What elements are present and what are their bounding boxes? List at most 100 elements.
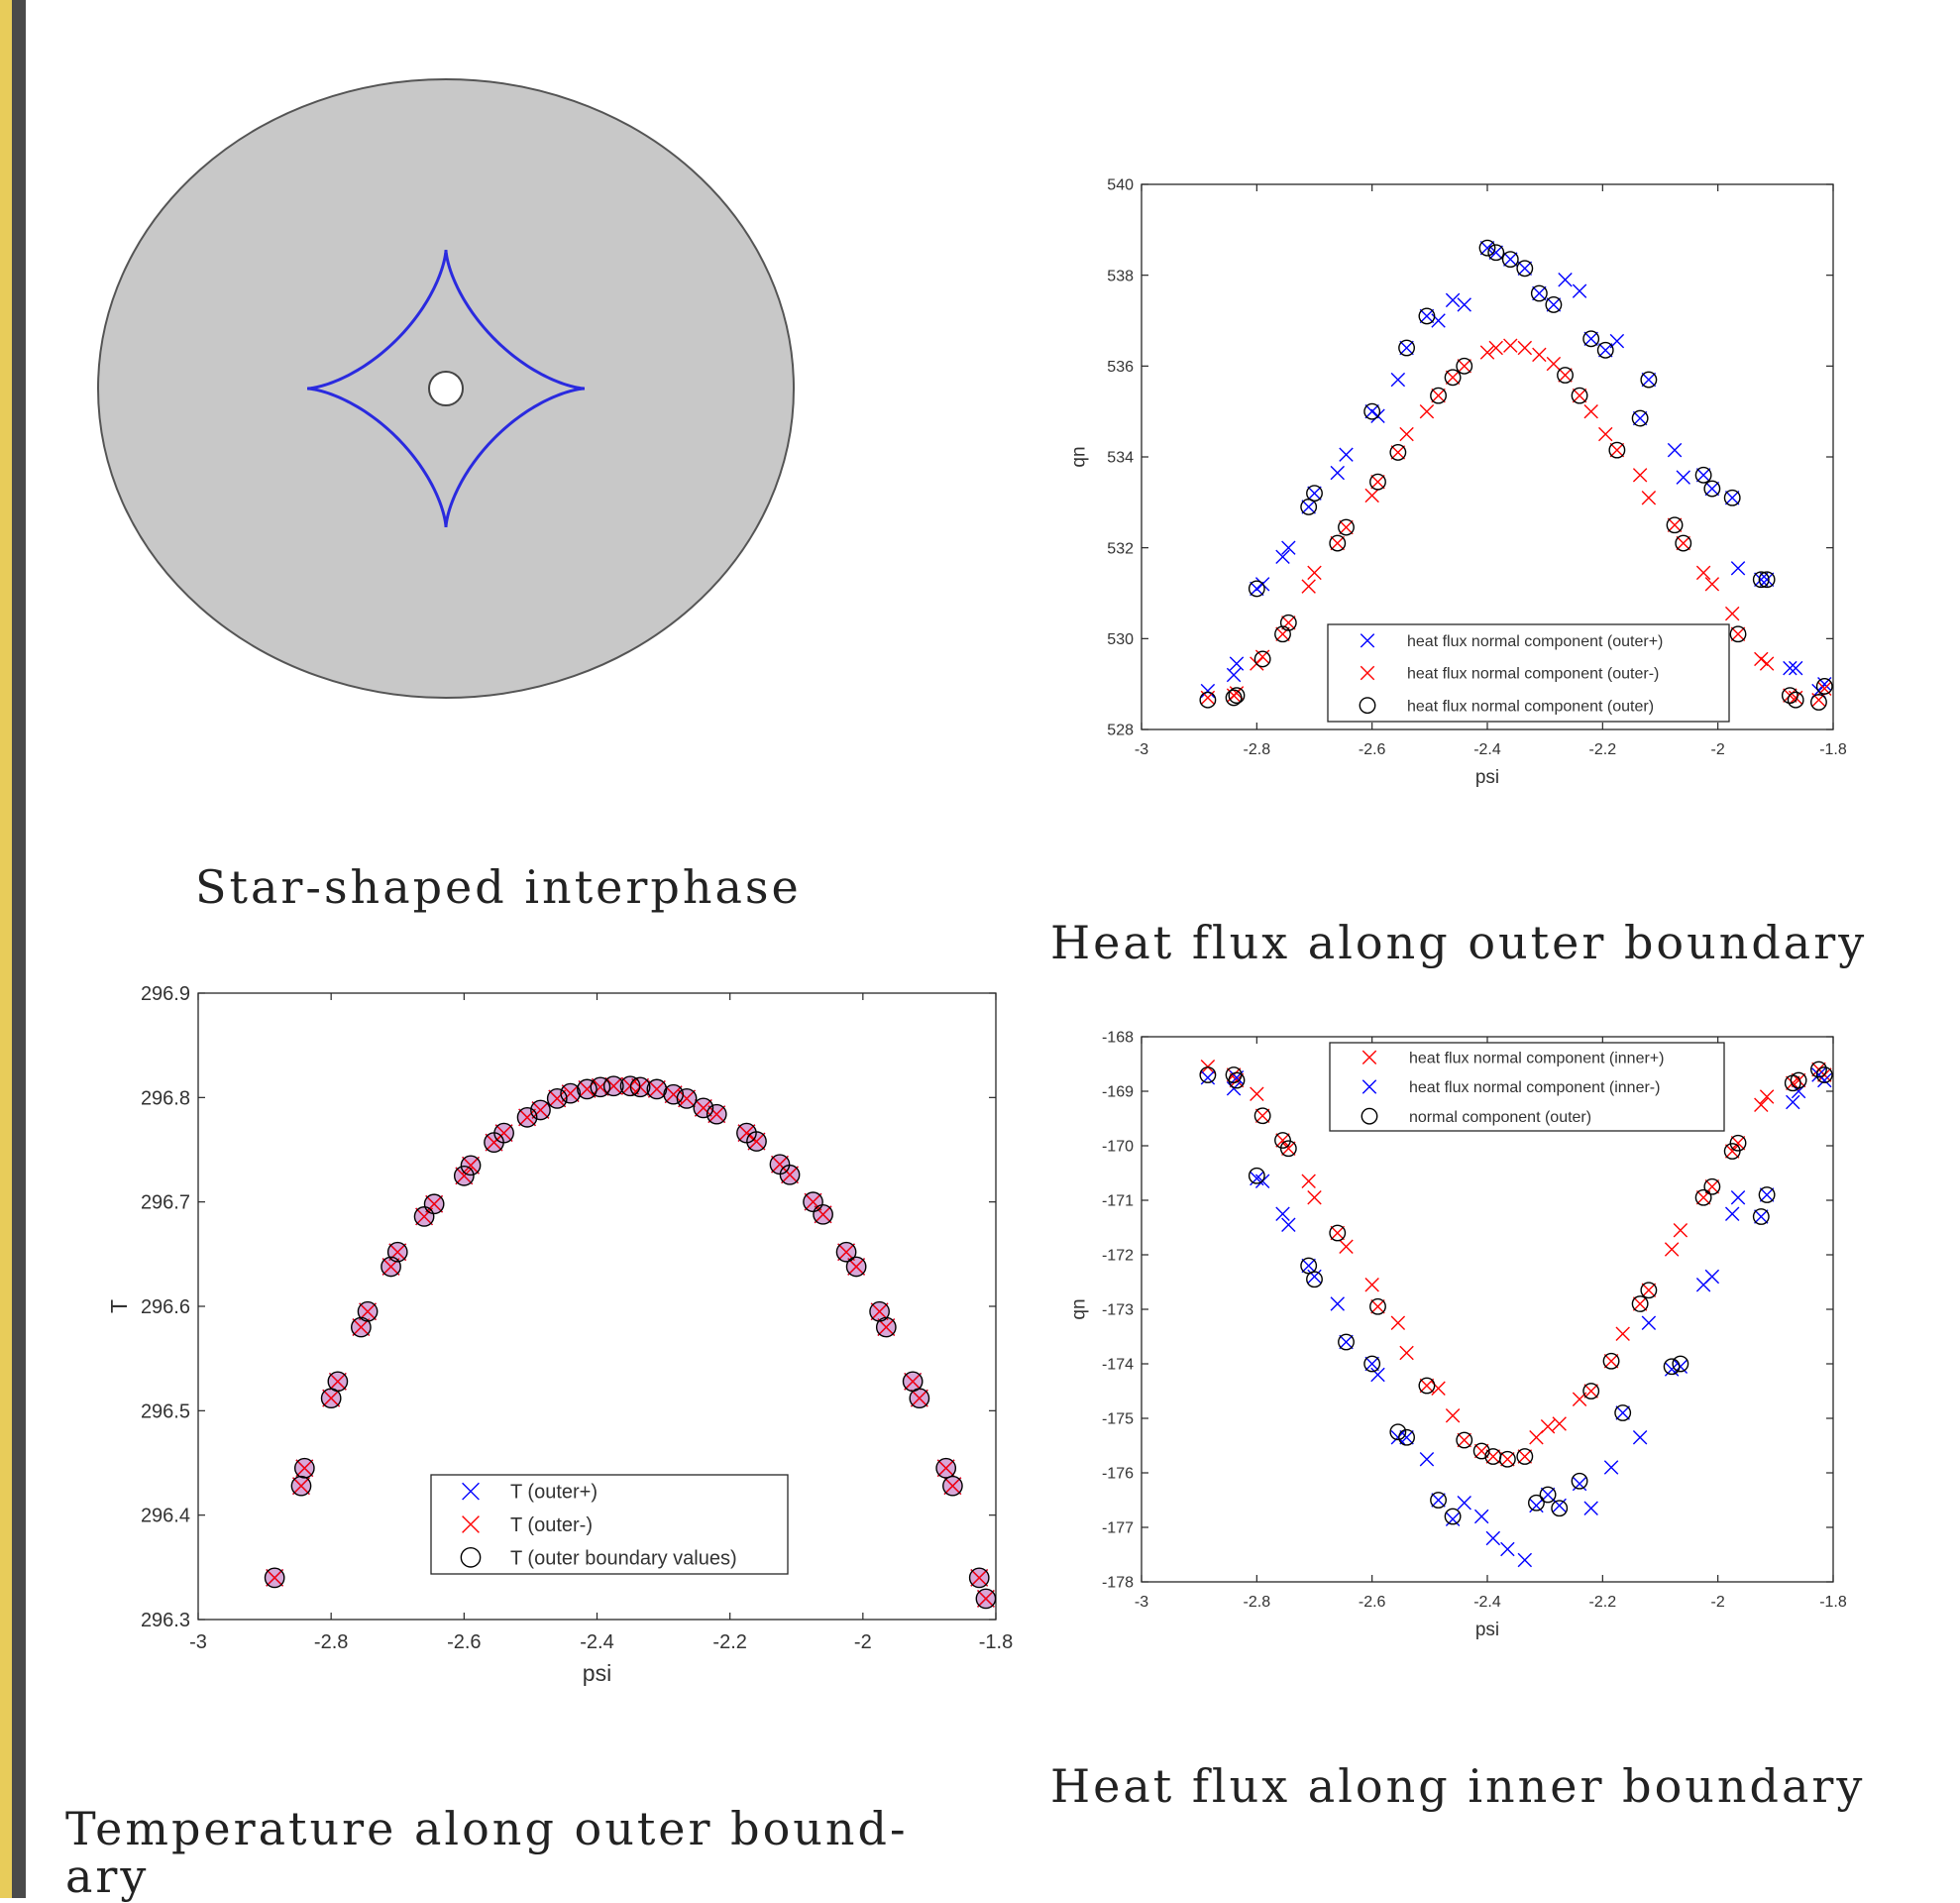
data-point	[1275, 1206, 1290, 1221]
y-tick-label: -175	[1102, 1411, 1134, 1428]
data-point	[1275, 1133, 1290, 1148]
data-point	[1399, 1345, 1414, 1361]
legend-label: heat flux normal component (outer)	[1407, 698, 1654, 715]
data-point	[942, 1475, 963, 1497]
data-point	[1274, 625, 1291, 643]
data-point	[1250, 1086, 1264, 1101]
y-tick-label: -174	[1102, 1357, 1134, 1374]
data-point	[1517, 1449, 1533, 1464]
data-point	[804, 1192, 822, 1211]
data-point	[1431, 1493, 1446, 1508]
caption-temperature-line1: Temperature along outer bound-	[65, 1802, 909, 1855]
data-point	[1398, 339, 1415, 357]
data-point	[1546, 297, 1562, 312]
data-point	[1754, 572, 1769, 587]
star-interphase-figure	[97, 78, 795, 699]
legend-marker	[1361, 1107, 1378, 1125]
data-point	[1552, 1498, 1567, 1513]
data-point	[1583, 403, 1598, 419]
x-tick-label: -2.4	[580, 1631, 613, 1653]
data-point	[292, 1477, 310, 1496]
data-point	[1729, 625, 1747, 643]
data-point	[706, 1103, 727, 1125]
data-point	[1516, 260, 1534, 278]
data-point	[560, 1082, 582, 1104]
data-point	[1730, 1190, 1746, 1205]
data-point	[1758, 1186, 1776, 1203]
data-point	[1306, 485, 1323, 503]
data-point	[1704, 577, 1720, 592]
legend-marker	[462, 1515, 480, 1533]
data-point	[1390, 372, 1406, 388]
x-tick-label: -3	[1135, 741, 1148, 758]
y-tick-label: 296.6	[141, 1296, 190, 1318]
data-point	[1608, 441, 1626, 459]
data-point	[1338, 518, 1355, 536]
data-point	[977, 1590, 995, 1608]
data-point	[1225, 689, 1243, 707]
x-tick-label: -3	[1135, 1594, 1148, 1611]
data-point	[1704, 1269, 1720, 1285]
data-point	[460, 1155, 482, 1176]
data-point	[1602, 1352, 1620, 1370]
legend-box	[1327, 623, 1730, 723]
legend-label: heat flux normal component (inner+)	[1409, 1050, 1664, 1066]
y-tick-label: -178	[1102, 1575, 1134, 1592]
data-point	[747, 1132, 766, 1151]
data-point	[1389, 1423, 1407, 1441]
data-point	[1540, 1419, 1556, 1434]
data-point	[1307, 565, 1322, 581]
data-point	[1457, 359, 1471, 374]
data-point	[1501, 251, 1519, 269]
data-point	[1389, 443, 1407, 461]
y-tick-label: 528	[1107, 723, 1134, 739]
data-point	[1667, 442, 1683, 458]
data-point	[1307, 1269, 1322, 1285]
data-point	[1517, 1552, 1533, 1568]
legend-marker	[1361, 1079, 1377, 1094]
data-point	[453, 1165, 475, 1186]
data-point	[1419, 1452, 1435, 1467]
data-point	[1281, 540, 1296, 555]
data-point	[322, 1389, 341, 1407]
caption-star: Star-shaped interphase	[195, 860, 802, 914]
data-point	[1445, 1511, 1461, 1526]
y-axis-label: qn	[1068, 1298, 1089, 1319]
data-point	[678, 1089, 696, 1108]
data-point	[845, 1256, 867, 1278]
chart-temperature: -3 -2.8 -2.6 -2.4 -2.2 -2 -1.8 296.3 296.4 296.5 2…	[106, 983, 1013, 1686]
data-point	[1339, 1239, 1354, 1254]
x-axis-label: psi	[1475, 1620, 1499, 1640]
y-tick-label: 530	[1107, 631, 1134, 648]
data-point	[647, 1080, 666, 1098]
data-point	[1485, 1530, 1501, 1546]
data-point	[1248, 1167, 1265, 1184]
data-point	[1781, 687, 1798, 705]
series-heat-flux-normal-component-inner-	[1200, 1060, 1832, 1467]
data-point	[935, 1457, 957, 1479]
data-point	[1571, 1472, 1588, 1490]
data-point	[1229, 656, 1245, 671]
data-point	[413, 1206, 435, 1227]
data-point	[1200, 1070, 1216, 1085]
data-point	[1598, 426, 1613, 442]
x-tick-label: -2.2	[712, 1631, 746, 1653]
data-point	[518, 1108, 536, 1127]
data-point	[1729, 1134, 1747, 1152]
data-point	[1786, 1094, 1800, 1110]
data-point	[1488, 245, 1503, 260]
legend-label: heat flux normal component (inner-)	[1409, 1079, 1660, 1096]
data-point	[1632, 468, 1648, 483]
y-tick-label: -177	[1102, 1520, 1134, 1537]
data-point	[266, 1568, 284, 1587]
data-point	[1307, 1190, 1322, 1205]
series-heat-flux-normal-component-outer-	[1200, 240, 1832, 699]
legend-box	[1329, 1042, 1725, 1132]
data-point	[1370, 1367, 1385, 1383]
data-point	[1695, 565, 1711, 581]
data-point	[1752, 1208, 1770, 1225]
data-point	[1281, 1217, 1296, 1232]
data-point	[1810, 694, 1827, 711]
data-point	[1500, 1541, 1515, 1557]
x-tick-label: -2	[854, 1631, 872, 1653]
